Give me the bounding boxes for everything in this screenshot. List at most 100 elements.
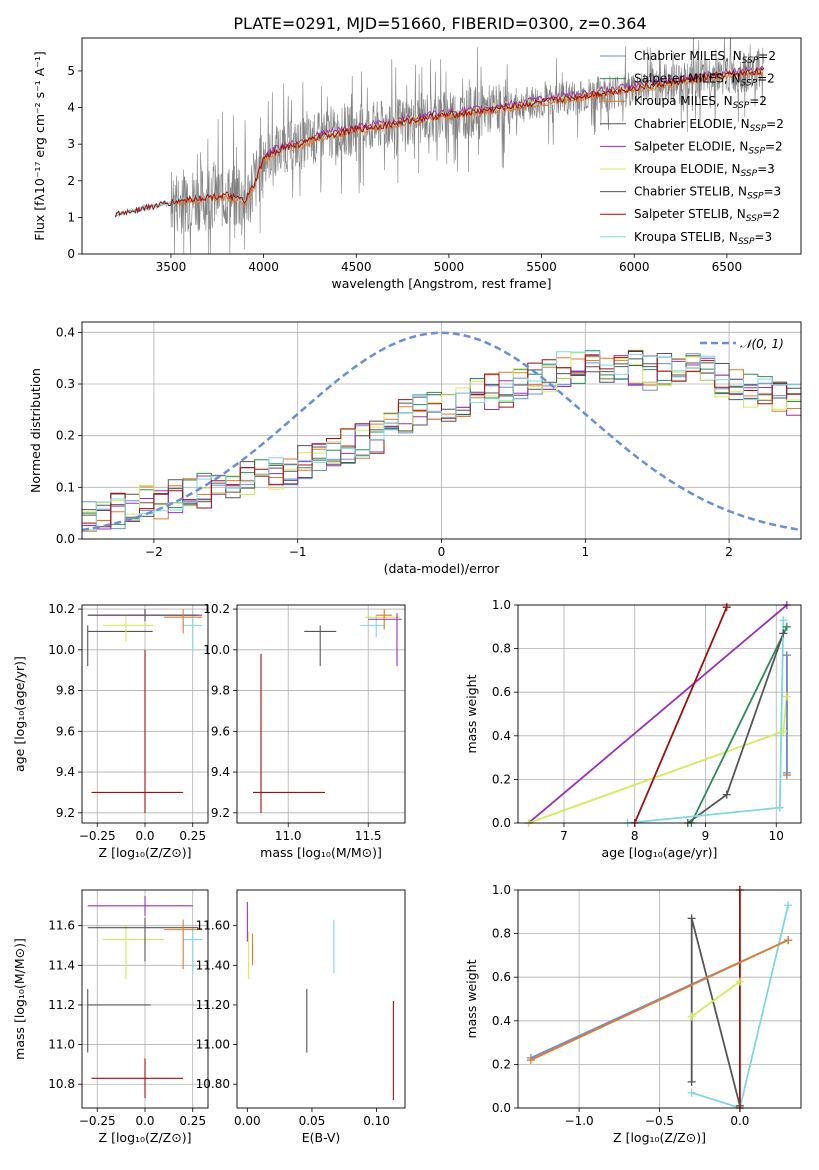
data-point	[91, 649, 184, 813]
data-point	[103, 615, 155, 642]
plot-area	[237, 605, 405, 823]
x-axis-label: wavelength [Angstrom, rest frame]	[331, 276, 551, 291]
y-tick-label: 0.6	[492, 970, 511, 984]
plot-area	[518, 890, 801, 1108]
x-axis-label: Z [log₁₀(Z/Z⊙)]	[613, 1130, 706, 1145]
y-axis-label: mass weight	[464, 959, 479, 1038]
y-tick-label: 0.2	[56, 429, 75, 443]
series-marker	[782, 651, 791, 660]
x-tick-label: 0.10	[363, 1114, 390, 1128]
x-tick-label: 11.5	[355, 829, 382, 843]
y-tick-label: 1	[67, 210, 75, 224]
y-tick-label: 0.0	[56, 532, 75, 546]
series-marker	[782, 622, 791, 631]
y-tick-label: 10.2	[203, 602, 230, 616]
data-point	[103, 925, 165, 980]
series-marker	[779, 616, 788, 625]
series-marker	[775, 803, 784, 812]
y-tick-label: 0.4	[492, 729, 511, 743]
histogram-salpeter-miles	[82, 349, 801, 525]
data-point	[87, 917, 199, 962]
series-line	[691, 905, 789, 1108]
y-axis-label: mass [log₁₀(M/M⊙)]	[12, 938, 27, 1060]
y-tick-label: 11.60	[196, 919, 230, 933]
x-tick-label: 4000	[248, 260, 279, 274]
y-tick-label: 9.6	[56, 724, 75, 738]
x-tick-label: 0.00	[234, 1114, 261, 1128]
y-tick-label: 0.2	[492, 1057, 511, 1071]
y-tick-label: 11.0	[48, 1038, 75, 1052]
data-point	[183, 611, 203, 652]
series-marker	[722, 790, 731, 799]
series-marker	[779, 727, 788, 736]
panel-8: −1.0 −0.5 0.0 0.0 0.2 0.4 0.6 0.8 1.0 Z [log₁₀(Z/…	[464, 883, 802, 1145]
legend-entry: Kroupa MILES, NSSP=2	[634, 94, 767, 111]
x-tick-label: 0.05	[299, 1114, 326, 1128]
series-line	[691, 980, 741, 1018]
series-line	[528, 605, 788, 823]
x-tick-label: 6500	[712, 260, 743, 274]
data-point	[304, 625, 337, 667]
x-tick-label: 3500	[156, 260, 187, 274]
series-marker	[779, 629, 788, 638]
y-axis-label: Flux [fλ10⁻¹⁷ erg cm⁻² s⁻¹ A⁻¹]	[32, 51, 47, 240]
y-tick-label: 9.2	[211, 806, 230, 820]
x-tick-label: 4500	[341, 260, 372, 274]
y-tick-label: 11.2	[48, 998, 75, 1012]
series-marker	[687, 1088, 696, 1097]
legend-entry: Chabrier STELIB, NSSP=3	[634, 185, 781, 202]
panel-1: 3500 4000 4500 5000 5500 6000 6500 0 1 2 3 4 5 wavele…	[32, 37, 802, 291]
x-tick-label: 0.0	[135, 829, 154, 843]
model-salpeter-elodie-line	[263, 65, 765, 159]
y-tick-label: 11.40	[196, 958, 230, 972]
y-tick-label: 10.0	[48, 643, 75, 657]
x-axis-label: E(B-V)	[302, 1130, 341, 1145]
x-tick-label: −0.25	[79, 1114, 116, 1128]
y-tick-label: 0.0	[492, 816, 511, 830]
legend-entry: Chabrier ELODIE, NSSP=2	[634, 117, 784, 134]
series-marker	[722, 603, 731, 612]
data-point	[87, 625, 153, 667]
x-tick-label: 0.25	[179, 829, 206, 843]
y-tick-label: 11.4	[48, 958, 75, 972]
x-axis-label: (data-model)/error	[384, 561, 501, 576]
series-marker	[784, 901, 793, 910]
x-axis-label: Z [log₁₀(Z/Z⊙)]	[99, 845, 192, 860]
axes-frame	[81, 321, 802, 540]
histogram-kroupa-stelib	[82, 350, 801, 531]
data-point	[360, 615, 385, 638]
y-tick-label: 11.00	[196, 1038, 230, 1052]
data-point	[87, 895, 193, 916]
y-tick-label: 0.6	[492, 685, 511, 699]
series-marker	[687, 1012, 696, 1021]
panel-2: −2 −1 0 1 2 0.0 0.1 0.2 0.3 0.4 (data-model)/error…	[28, 321, 802, 576]
y-tick-label: 0.2	[492, 772, 511, 786]
series-marker	[782, 692, 791, 701]
x-tick-label: 1	[581, 545, 589, 559]
axes-frame	[81, 889, 209, 1109]
x-axis-label: Z [log₁₀(Z/Z⊙)]	[99, 1130, 192, 1145]
y-tick-label: 11.20	[196, 998, 230, 1012]
data-point	[164, 919, 203, 970]
series-line	[530, 939, 789, 1061]
panel-6: −0.25 0.0 0.25 10.8 11.0 11.2 11.4 11.6 Z [log₁₀…	[12, 889, 209, 1145]
y-axis-label: Normed distribution	[28, 368, 43, 493]
y-tick-label: 10.80	[196, 1077, 230, 1091]
y-axis-label: mass weight	[464, 674, 479, 753]
panel-7: 0.00 0.05 0.10 10.80 11.00 11.20 11.40 11.60 E(B…	[196, 889, 406, 1145]
x-tick-label: 8	[631, 829, 639, 843]
data-point	[87, 609, 199, 622]
series-marker	[784, 936, 793, 945]
panel-4: 11.0 11.5 9.2 9.4 9.6 9.8 10.0 10.2 mass [log₁₀(…	[203, 602, 406, 860]
y-tick-label: 0.0	[492, 1101, 511, 1115]
data-point	[376, 609, 393, 630]
y-tick-label: 1.0	[492, 883, 511, 897]
axes-frame	[517, 604, 802, 824]
series-line	[528, 696, 788, 823]
legend-entry: Kroupa ELODIE, NSSP=3	[634, 162, 775, 179]
series-marker	[782, 768, 791, 777]
figure-title: PLATE=0291, MJD=51660, FIBERID=0300, z=0…	[233, 14, 646, 33]
data-point	[183, 927, 203, 974]
legend-entry: Salpeter ELODIE, NSSP=2	[634, 139, 783, 156]
